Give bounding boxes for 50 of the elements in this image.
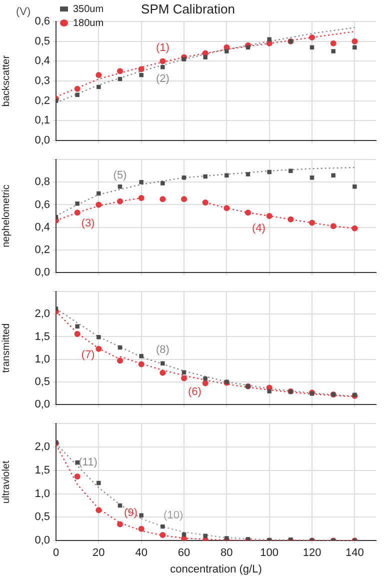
y-tick-label: 0,0: [34, 398, 50, 410]
series-label: (11): [78, 456, 98, 469]
y-tick-label: 0,0: [34, 266, 50, 278]
series-label: (8): [156, 344, 170, 356]
x-tick-label: 0: [52, 547, 60, 560]
y-tick-label: 1,5: [34, 464, 50, 476]
series-label: (5): [113, 170, 127, 182]
y-tick-label: 0,6: [34, 16, 50, 28]
y-axis-title: ultraviolet: [0, 460, 12, 504]
y-tick-label: 0,4: [34, 55, 50, 68]
x-tick-label: 40: [135, 547, 148, 560]
series-label: (1): [156, 42, 170, 54]
series-label: (6): [188, 386, 202, 398]
x-tick-label: 120: [302, 547, 322, 560]
y-axis-title: backscatter: [0, 54, 12, 107]
series-label: (2): [156, 73, 170, 86]
y-tick-label: 2,0: [34, 308, 50, 320]
x-tick-label: 140: [345, 547, 364, 560]
series-label: (3): [81, 217, 95, 230]
y-tick-label: 0,5: [34, 376, 50, 388]
x-tick-label: 100: [260, 547, 279, 560]
y-tick-label: 0,5: [34, 35, 50, 48]
y-tick-label: 0,4: [34, 221, 50, 234]
text: (V): [16, 6, 31, 18]
y-tick-label: 0,0: [34, 134, 50, 146]
series-label: (9): [124, 506, 138, 519]
x-axis-title: concentration (g/L): [170, 563, 262, 576]
x-tick-label: 80: [220, 547, 233, 560]
y-tick-label: 1,0: [34, 353, 50, 366]
y-tick-label: 0,6: [34, 198, 50, 211]
y-tick-label: 0,5: [34, 511, 50, 524]
y-tick-label: 0,2: [34, 94, 50, 107]
x-tick-label: 60: [178, 547, 190, 560]
y-tick-label: 1,5: [34, 330, 50, 343]
y-tick-label: 2,0: [34, 441, 50, 454]
series-label: (4): [252, 222, 266, 234]
legend-label: 350um: [73, 4, 104, 15]
y-tick-label: 0,0: [34, 534, 50, 547]
series-label: (7): [81, 348, 95, 361]
y-axis-title: nephelometric: [0, 184, 12, 248]
legend-label: 180um: [73, 18, 104, 29]
series-label: (10): [164, 509, 184, 522]
y-tick-label: 0,8: [34, 176, 50, 188]
y-tick-label: 0,3: [34, 75, 50, 88]
x-tick-label: 20: [92, 547, 105, 560]
y-tick-label: 1,0: [34, 488, 50, 500]
y-tick-label: 0,2: [34, 244, 50, 256]
y-axis-title: transmitted: [0, 323, 12, 373]
y-tick-label: 0,1: [34, 114, 50, 127]
chart-title: SPM Calibration: [141, 1, 235, 16]
